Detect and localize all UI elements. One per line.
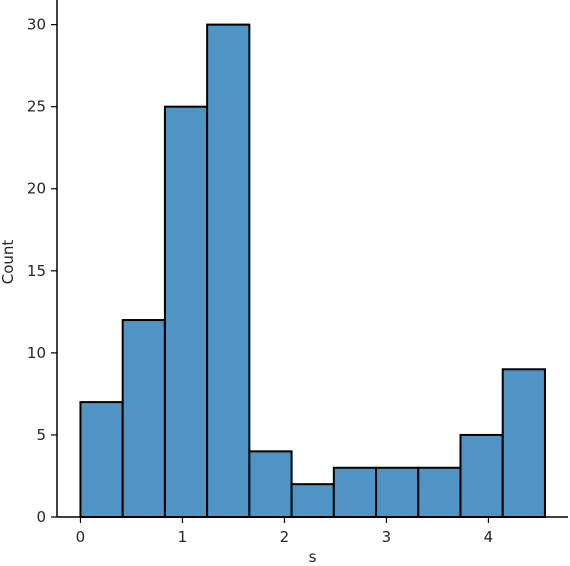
y-tick-label-20: 20 [27, 180, 46, 198]
x-axis-label: s [309, 548, 317, 566]
histogram-bar-8 [417, 466, 462, 518]
histogram-bars [79, 23, 546, 519]
y-tick-label-0: 0 [36, 508, 46, 526]
chart-axes [56, 0, 568, 518]
histogram-bar-4 [248, 450, 293, 519]
x-tick-label-1: 1 [178, 528, 188, 546]
x-tick-label-2: 2 [280, 528, 290, 546]
y-tick-label-15: 15 [27, 262, 46, 280]
x-tick-label-0: 0 [76, 528, 86, 546]
y-tick-label-25: 25 [27, 98, 46, 116]
histogram-bar-1 [121, 319, 166, 518]
y-tick-label-30: 30 [27, 16, 46, 34]
y-tick-label-10: 10 [27, 344, 46, 362]
histogram-bar-6 [332, 466, 378, 518]
histogram-bar-10 [501, 368, 546, 518]
histogram-bar-5 [290, 483, 335, 518]
histogram-bar-9 [459, 433, 504, 518]
histogram-bar-2 [163, 105, 209, 519]
x-tick-label-4: 4 [484, 528, 494, 546]
x-axis-ticks: 0 1 2 3 4 [76, 517, 494, 546]
histogram-bar-0 [79, 401, 124, 518]
histogram-bar-7 [375, 466, 420, 518]
y-axis-ticks: 0 5 10 15 20 25 30 [27, 16, 57, 526]
x-tick-label-3: 3 [382, 528, 392, 546]
y-axis-label: Count [0, 240, 17, 285]
histogram-bar-3 [206, 23, 251, 518]
y-tick-label-5: 5 [36, 426, 46, 444]
